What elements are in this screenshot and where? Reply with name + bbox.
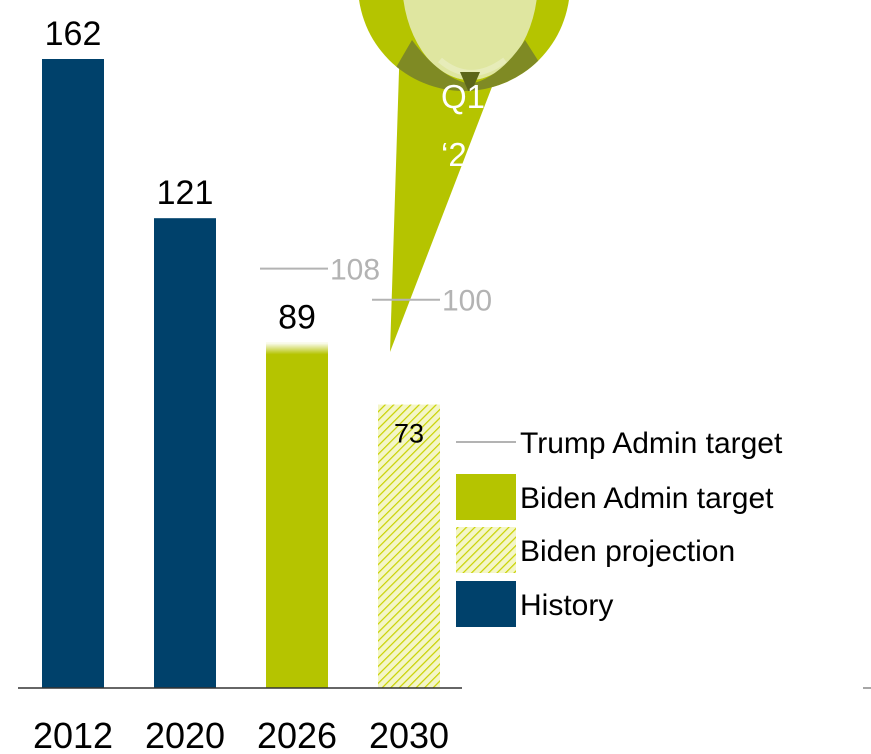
legend-label-trump-admin-target: Trump Admin target xyxy=(520,427,783,460)
bar-2026 xyxy=(266,342,328,688)
legend-swatch-biden-projection xyxy=(456,527,516,573)
bar-labels: 162 121 89 73 xyxy=(45,15,424,449)
legend-label-biden-admin-target: Biden Admin target xyxy=(520,482,774,515)
trump-target-label-2030: 100 xyxy=(442,285,492,318)
bar-2030 xyxy=(378,404,440,688)
legend-label-history: History xyxy=(520,589,613,622)
x-tick-2012: 2012 xyxy=(33,715,113,754)
trump-targets: 108 100 xyxy=(260,254,492,318)
x-tick-labels: 2012 2020 2026 2030 xyxy=(33,715,449,754)
bar-label-2020: 121 xyxy=(157,174,214,212)
bar-label-2012: 162 xyxy=(45,15,102,53)
callout-line1: Q1 xyxy=(441,78,485,115)
bar-2020 xyxy=(154,218,216,689)
legend-swatch-history xyxy=(456,581,516,627)
callout-pointer xyxy=(390,40,510,352)
bar-label-2026: 89 xyxy=(278,298,316,336)
x-tick-2026: 2026 xyxy=(257,715,337,754)
bar-label-2030: 73 xyxy=(394,419,424,449)
legend-swatch-biden-admin-target xyxy=(456,474,516,520)
bar-2012 xyxy=(42,59,104,688)
x-tick-2020: 2020 xyxy=(145,715,225,754)
legend-label-biden-projection: Biden projection xyxy=(520,535,735,568)
callout-line2: ‘21 xyxy=(441,136,485,173)
bars xyxy=(42,59,440,689)
trump-target-label-2026: 108 xyxy=(330,254,380,287)
bar-2026-top-fade xyxy=(266,342,328,355)
legend: Trump Admin target Biden Admin target Bide… xyxy=(456,427,783,627)
x-tick-2030: 2030 xyxy=(369,715,449,754)
